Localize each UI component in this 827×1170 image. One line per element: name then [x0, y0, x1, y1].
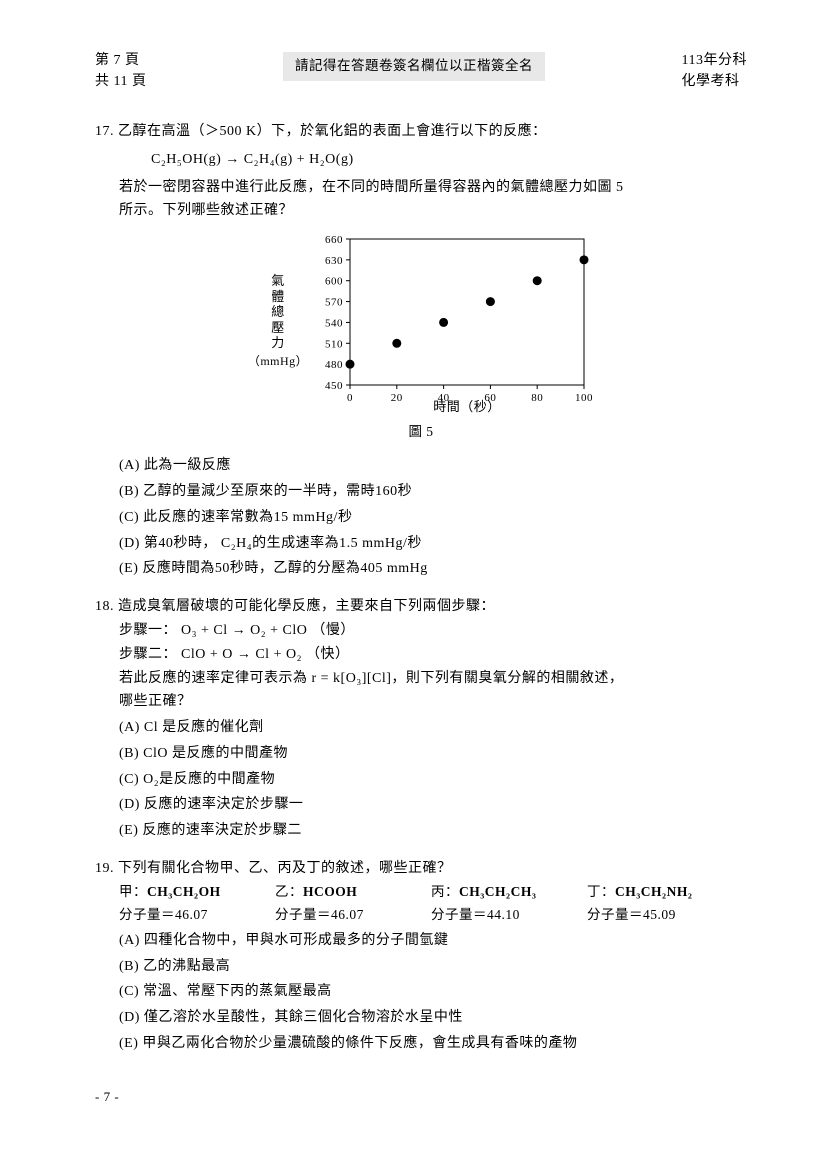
compound-col: 甲：CH₃CH₂OH	[119, 881, 249, 904]
svg-text:100: 100	[575, 392, 593, 404]
svg-text:80: 80	[531, 392, 543, 404]
q18-stem2-text: 若此反應的速率定律可表示為 r = k[O₃][Cl]，則下列有關臭氧分解的相關…	[119, 671, 623, 686]
mw-col: 分子量＝46.07	[119, 904, 249, 927]
page-header: 第 7 頁 共 11 頁 請記得在答題卷簽名欄位以正楷簽全名 113年分科 化學…	[95, 50, 747, 92]
chart-ylabel: 氣體總壓力 （mmHg）	[248, 273, 308, 371]
q17-opt-b: (B) 乙醇的量減少至原來的一半時，需時160秒	[119, 480, 747, 504]
q18-stem: 18. 造成臭氧層破壞的可能化學反應，主要來自下列兩個步驟：	[95, 595, 747, 619]
svg-text:時間（秒）: 時間（秒）	[433, 399, 501, 413]
svg-text:630: 630	[325, 255, 343, 267]
q18-opt-a: (A) Cl 是反應的催化劑	[119, 716, 747, 740]
svg-text:510: 510	[325, 338, 343, 350]
q19-opt-a: (A) 四種化合物中，甲與水可形成最多的分子間氫鍵	[119, 929, 747, 953]
header-right: 113年分科 化學考科	[682, 50, 747, 92]
total-pages: 共 11 頁	[95, 71, 146, 92]
q18-stem2: 若此反應的速率定律可表示為 r = k[O₃][Cl]，則下列有關臭氧分解的相關…	[119, 667, 747, 691]
q17-scatter-chart: 450480510540570600630660020406080100時間（秒…	[314, 231, 594, 413]
svg-text:540: 540	[325, 318, 343, 330]
q17-equation: C₂H₅OH(g) → C₂H₄(g) + H₂O(g)	[151, 148, 747, 172]
q18-step2: 步驟二： ClO + O → Cl + O₂ （快）	[119, 643, 747, 667]
q18-opt-b: (B) ClO 是反應的中間產物	[119, 742, 747, 766]
compound-col: 丁：CH₃CH₂NH₂	[587, 881, 717, 904]
svg-text:660: 660	[325, 234, 343, 246]
q18-options: (A) Cl 是反應的催化劑 (B) ClO 是反應的中間產物 (C) O₂是反…	[119, 716, 747, 843]
compound-col: 丙：CH₃CH₂CH₃	[431, 881, 561, 904]
q18-opt-e: (E) 反應的速率決定於步驟二	[119, 819, 747, 843]
header-notice: 請記得在答題卷簽名欄位以正楷簽全名	[283, 52, 545, 81]
q17-opt-e: (E) 反應時間為50秒時，乙醇的分壓為405 mmHg	[119, 557, 747, 581]
svg-text:20: 20	[391, 392, 403, 404]
q17-opt-d: (D) 第40秒時， C₂H₄的生成速率為1.5 mmHg/秒	[119, 532, 747, 556]
svg-text:450: 450	[325, 380, 343, 392]
svg-text:480: 480	[325, 359, 343, 371]
q19-compounds: 甲：CH₃CH₂OH 乙：HCOOH 丙：CH₃CH₂CH₃ 丁：CH₃CH₂NH₂	[119, 881, 747, 904]
q17-stem: 17. 乙醇在高溫（＞500 K）下，於氧化鋁的表面上會進行以下的反應：	[95, 120, 747, 144]
exam-year: 113年分科	[682, 50, 747, 71]
q18-opt-d: (D) 反應的速率決定於步驟一	[119, 793, 747, 817]
question-19: 19. 下列有關化合物甲、乙、丙及丁的敘述，哪些正確？ 甲：CH₃CH₂OH 乙：…	[95, 857, 747, 1056]
q17-opt-c: (C) 此反應的速率常數為15 mmHg/秒	[119, 506, 747, 530]
q18-opt-c: (C) O₂是反應的中間產物	[119, 768, 747, 792]
svg-text:0: 0	[347, 392, 353, 404]
q19-opt-d: (D) 僅乙溶於水呈酸性，其餘三個化合物溶於水呈中性	[119, 1006, 747, 1030]
q17-options: (A) 此為一級反應 (B) 乙醇的量減少至原來的一半時，需時160秒 (C) …	[119, 454, 747, 581]
chart-ylabel-unit: （mmHg）	[248, 351, 308, 371]
q17-chart-wrap: 氣體總壓力 （mmHg） 450 480 510 540 570 600 630 660 0 20…	[95, 231, 747, 413]
mw-col: 分子量＝44.10	[431, 904, 561, 927]
q19-mw-row: 分子量＝46.07 分子量＝46.07 分子量＝44.10 分子量＝45.09	[119, 904, 747, 927]
question-17: 17. 乙醇在高溫（＞500 K）下，於氧化鋁的表面上會進行以下的反應： C₂H…	[95, 120, 747, 581]
svg-text:600: 600	[325, 276, 343, 288]
q17-stem2b: 所示。下列哪些敘述正確？	[119, 199, 747, 223]
q17-stem2a: 若於一密閉容器中進行此反應，在不同的時間所量得容器內的氣體總壓力如圖 5	[119, 176, 747, 200]
q17-opt-a: (A) 此為一級反應	[119, 454, 747, 478]
q19-options: (A) 四種化合物中，甲與水可形成最多的分子間氫鍵 (B) 乙的沸點最高 (C)…	[119, 929, 747, 1056]
q19-opt-b: (B) 乙的沸點最高	[119, 955, 747, 979]
page-footer: - 7 -	[95, 1086, 747, 1108]
q19-opt-e: (E) 甲與乙兩化合物於少量濃硫酸的條件下反應，會生成具有香味的產物	[119, 1032, 747, 1056]
svg-text:570: 570	[325, 297, 343, 309]
question-18: 18. 造成臭氧層破壞的可能化學反應，主要來自下列兩個步驟： 步驟一： O₃ +…	[95, 595, 747, 843]
mw-col: 分子量＝45.09	[587, 904, 717, 927]
compound-col: 乙：HCOOH	[275, 881, 405, 904]
header-left: 第 7 頁 共 11 頁	[95, 50, 146, 92]
exam-subject: 化學考科	[682, 71, 747, 92]
q18-stem2b: 哪些正確？	[119, 690, 747, 714]
q19-opt-c: (C) 常溫、常壓下丙的蒸氣壓最高	[119, 980, 747, 1004]
mw-col: 分子量＝46.07	[275, 904, 405, 927]
figure-5-caption: 圖 5	[95, 421, 747, 444]
q19-stem: 19. 下列有關化合物甲、乙、丙及丁的敘述，哪些正確？	[95, 857, 747, 881]
page-num: 第 7 頁	[95, 50, 146, 71]
q18-step1: 步驟一： O₃ + Cl → O₂ + ClO （慢）	[119, 619, 747, 643]
